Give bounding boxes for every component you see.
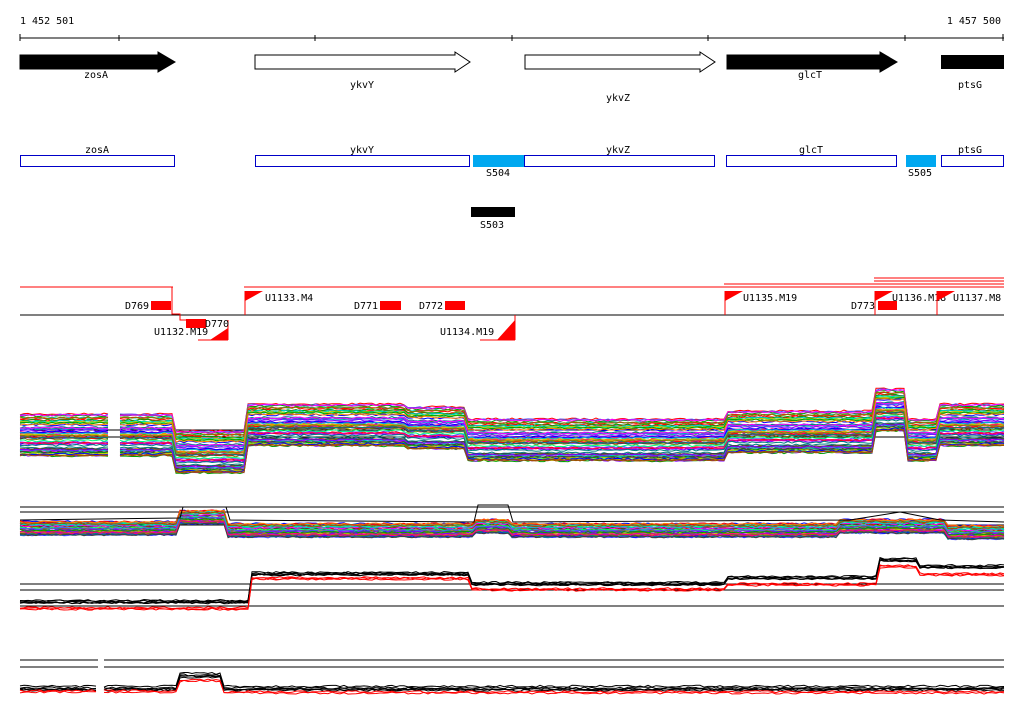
expression-line bbox=[19, 559, 1005, 604]
gene-label-glcT: glcT bbox=[798, 70, 822, 81]
segment-label-S505: S505 bbox=[908, 168, 932, 179]
feature-U1137.M8-flag[interactable] bbox=[937, 291, 955, 301]
expression-line bbox=[19, 414, 1005, 460]
feature-D770[interactable] bbox=[186, 319, 206, 328]
feature-U1134.M19-flag[interactable] bbox=[497, 320, 515, 340]
expression-panel-4 bbox=[19, 659, 1005, 695]
feature-label-U1135.M19: U1135.M19 bbox=[743, 293, 797, 304]
gene-label-zosA: zosA bbox=[84, 70, 108, 81]
gene-track: zosA ykvY ykvZ glcT ptsG bbox=[19, 51, 1004, 104]
gene-arrow-ykvY[interactable] bbox=[254, 51, 471, 73]
gene-label-ykvY: ykvY bbox=[350, 80, 374, 91]
feature-label-D773: D773 bbox=[851, 301, 875, 312]
expression-panel-1 bbox=[19, 387, 1005, 475]
expression-line bbox=[19, 403, 1005, 449]
expression-line bbox=[19, 419, 1005, 464]
expression-line bbox=[19, 512, 1005, 531]
feature-label-U1136.M18: U1136.M18 bbox=[892, 293, 946, 304]
start-coordinate: 1 452 501 bbox=[20, 16, 74, 27]
expression-line bbox=[19, 391, 1005, 437]
feature-D771[interactable] bbox=[380, 301, 401, 310]
feature-D769[interactable] bbox=[151, 301, 171, 310]
expression-line bbox=[19, 673, 1005, 690]
transcript-label-ykvY: ykvY bbox=[350, 145, 374, 156]
expression-line bbox=[19, 511, 1005, 530]
feature-label-D770: D770 bbox=[205, 319, 229, 330]
expression-panel-3 bbox=[19, 556, 1005, 611]
transcript-box-glcT[interactable] bbox=[726, 155, 897, 167]
feature-label-U1133.M4: U1133.M4 bbox=[265, 293, 313, 304]
expression-line bbox=[19, 559, 1005, 605]
gene-label-ykvZ: ykvZ bbox=[606, 93, 630, 104]
expression-line bbox=[19, 504, 1005, 523]
feature-label-U1137.M8: U1137.M8 bbox=[953, 293, 1001, 304]
feature-track: D769 D770 U1132.M19 U1133.M4 D771 D772 U… bbox=[20, 277, 1004, 341]
expression-line bbox=[19, 423, 1005, 469]
ruler-ticks bbox=[19, 34, 1004, 41]
transcript-label-ptsG: ptsG bbox=[958, 145, 982, 156]
feature-U1136.M18-flag[interactable] bbox=[875, 291, 893, 301]
feature-U1133.M4-flag[interactable] bbox=[245, 291, 263, 301]
expression-line bbox=[19, 388, 1005, 434]
expression-line bbox=[19, 557, 1005, 603]
expression-line bbox=[19, 515, 1005, 534]
gene-arrow-ykvZ[interactable] bbox=[524, 51, 716, 73]
feature-D773[interactable] bbox=[878, 301, 897, 310]
transcript-label-zosA: zosA bbox=[85, 145, 109, 156]
expression-line bbox=[19, 517, 1005, 536]
expression-line bbox=[19, 401, 1005, 447]
feature-label-U1132.M19: U1132.M19 bbox=[154, 327, 208, 338]
expression-line bbox=[20, 411, 1005, 456]
segment-S503[interactable] bbox=[471, 207, 515, 217]
transcript-label-ykvZ: ykvZ bbox=[606, 145, 630, 156]
feature-U1135.M19-flag[interactable] bbox=[725, 291, 743, 301]
expression-line bbox=[20, 428, 1005, 473]
gene-arrow-ptsG[interactable] bbox=[941, 55, 1004, 69]
expression-line bbox=[19, 565, 1005, 611]
transcript-box-zosA[interactable] bbox=[20, 155, 175, 167]
segment-label-S504: S504 bbox=[486, 168, 510, 179]
expression-line bbox=[19, 671, 1005, 688]
expression-line bbox=[19, 427, 1005, 473]
expression-line bbox=[19, 559, 1005, 605]
segment-label-S503: S503 bbox=[480, 220, 504, 231]
expression-panel-2 bbox=[19, 504, 1005, 541]
transcript-box-ptsG[interactable] bbox=[941, 155, 1004, 167]
feature-D772[interactable] bbox=[445, 301, 465, 310]
expression-line bbox=[19, 556, 1005, 602]
expression-line bbox=[19, 409, 1005, 454]
feature-label-D771: D771 bbox=[354, 301, 378, 312]
coordinate-ruler: 1 452 501 1 457 500 bbox=[19, 16, 1004, 41]
transcript-label-glcT: glcT bbox=[799, 145, 823, 156]
expression-line bbox=[19, 520, 1005, 538]
segment-S505[interactable] bbox=[906, 155, 936, 167]
feature-label-D769: D769 bbox=[125, 301, 149, 312]
segment-S504[interactable] bbox=[473, 155, 524, 167]
transcript-box-ykvZ[interactable] bbox=[524, 155, 715, 167]
gene-label-ptsG: ptsG bbox=[958, 80, 982, 91]
expression-line bbox=[19, 406, 1005, 452]
feature-connector bbox=[171, 287, 186, 321]
expression-line bbox=[19, 679, 1005, 695]
feature-label-D772: D772 bbox=[419, 301, 443, 312]
transcript-track: zosA ykvY S504 ykvZ glcT S505 ptsG S503 bbox=[20, 145, 1004, 231]
gene-arrow-glcT[interactable] bbox=[726, 51, 898, 73]
feature-U1132.M19-flag[interactable] bbox=[210, 328, 228, 340]
expression-line bbox=[19, 397, 1005, 443]
expression-line bbox=[19, 674, 1005, 691]
end-coordinate: 1 457 500 bbox=[947, 16, 1001, 27]
transcript-box-ykvY[interactable] bbox=[255, 155, 470, 167]
gene-arrow-zosA[interactable] bbox=[19, 51, 176, 73]
feature-label-U1134.M19: U1134.M19 bbox=[440, 327, 494, 338]
expression-line bbox=[19, 522, 1005, 541]
